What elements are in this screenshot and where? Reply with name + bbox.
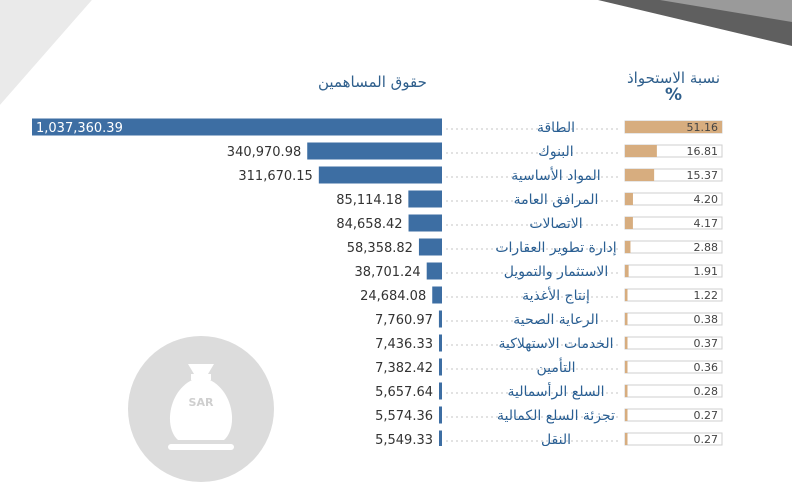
equity-bar: [439, 358, 442, 376]
equity-value-label: 58,358.82: [347, 241, 413, 256]
ownership-value-label: 4.17: [694, 217, 719, 230]
category-label: المرافق العامة: [514, 192, 599, 208]
ownership-value-label: 1.22: [694, 289, 719, 302]
ownership-bar: [625, 313, 628, 325]
ownership-bar: [625, 361, 628, 373]
equity-bar: [408, 214, 442, 232]
ownership-value-label: 0.37: [694, 337, 719, 350]
ownership-value-label: 51.16: [687, 121, 719, 134]
category-label: السلع الرأسمالية: [507, 382, 604, 400]
equity-bar: [32, 118, 442, 136]
chart-canvas: 1,037,360.39 الطاقة 51.16 340,970.98 البنوك 1…: [0, 0, 792, 446]
category-label: الطاقة: [537, 120, 575, 136]
equity-value-label: 7,382.42: [375, 361, 433, 376]
ownership-value-label: 0.28: [694, 385, 719, 398]
money-bag-icon: [168, 364, 234, 450]
decor-white-stripe: [0, 0, 130, 148]
ownership-bar: [625, 169, 655, 181]
ownership-value-label: 0.27: [694, 433, 719, 446]
ownership-bar: [625, 409, 628, 421]
equity-header: حقوق المساهمين: [318, 73, 427, 91]
equity-bar: [318, 166, 442, 184]
equity-value-label: 5,549.33: [375, 433, 433, 446]
equity-bar: [426, 262, 442, 280]
ownership-bar: [625, 241, 631, 253]
sar-label: SAR: [188, 396, 214, 409]
equity-bar: [418, 238, 442, 256]
ownership-bar: [625, 433, 628, 445]
equity-value-label: 5,657.64: [375, 385, 433, 400]
category-label: البنوك: [538, 144, 573, 160]
ownership-unit: %: [664, 85, 683, 105]
ownership-bar: [625, 217, 633, 229]
equity-bar: [408, 190, 442, 208]
ownership-bar: [625, 337, 628, 349]
equity-value-label: 311,670.15: [238, 169, 312, 184]
equity-value-label: 1,037,360.39: [36, 121, 123, 136]
equity-bar: [438, 310, 442, 328]
category-label: النقل: [541, 432, 571, 446]
equity-value-label: 340,970.98: [227, 145, 301, 160]
equity-bar: [439, 406, 442, 424]
ownership-value-label: 4.20: [694, 193, 719, 206]
equity-bar: [307, 142, 442, 160]
ownership-header-label: نسبة الاستحواذ: [627, 69, 720, 87]
sar-badge: SAR: [128, 336, 274, 482]
equity-bar: [432, 286, 442, 304]
ownership-value-label: 0.38: [694, 313, 719, 326]
decor-photo-highlight: [660, 0, 792, 22]
category-label: الرعاية الصحية: [513, 312, 598, 328]
equity-bar: [439, 334, 442, 352]
ownership-bar: [625, 385, 628, 397]
category-label: الاستثمار والتمويل: [504, 264, 609, 280]
ownership-value-label: 0.27: [694, 409, 719, 422]
category-label: التأمين: [536, 357, 575, 376]
category-label: الخدمات الاستهلاكية: [499, 336, 614, 352]
ownership-value-label: 16.81: [687, 145, 719, 158]
equity-bar: [439, 382, 442, 400]
ownership-bar: [625, 145, 657, 157]
equity-bar: [439, 430, 442, 446]
category-label: الاتصالات: [529, 216, 582, 232]
ownership-bar: [625, 193, 633, 205]
ownership-bar: [625, 265, 629, 277]
ownership-header: نسبة الاستحواذ %: [627, 70, 720, 104]
equity-value-label: 24,684.08: [360, 289, 426, 304]
ownership-bar: [625, 289, 628, 301]
equity-value-label: 85,114.18: [336, 193, 402, 208]
equity-value-label: 38,701.24: [355, 265, 421, 280]
ownership-value-label: 15.37: [687, 169, 719, 182]
equity-value-label: 7,436.33: [375, 337, 433, 352]
category-label: المواد الأساسية: [511, 166, 600, 184]
ownership-bar: [625, 121, 722, 133]
ownership-value-label: 0.36: [694, 361, 719, 374]
category-label: إنتاج الأغذية: [522, 286, 590, 304]
ownership-value-label: 1.91: [694, 265, 719, 278]
equity-value-label: 7,760.97: [375, 313, 433, 328]
ownership-value-label: 2.88: [694, 241, 719, 254]
category-label: تجزئة السلع الكمالية: [497, 408, 615, 424]
equity-value-label: 84,658.42: [336, 217, 402, 232]
category-label: إدارة تطوير العقارات: [495, 240, 616, 256]
equity-value-label: 5,574.36: [375, 409, 433, 424]
